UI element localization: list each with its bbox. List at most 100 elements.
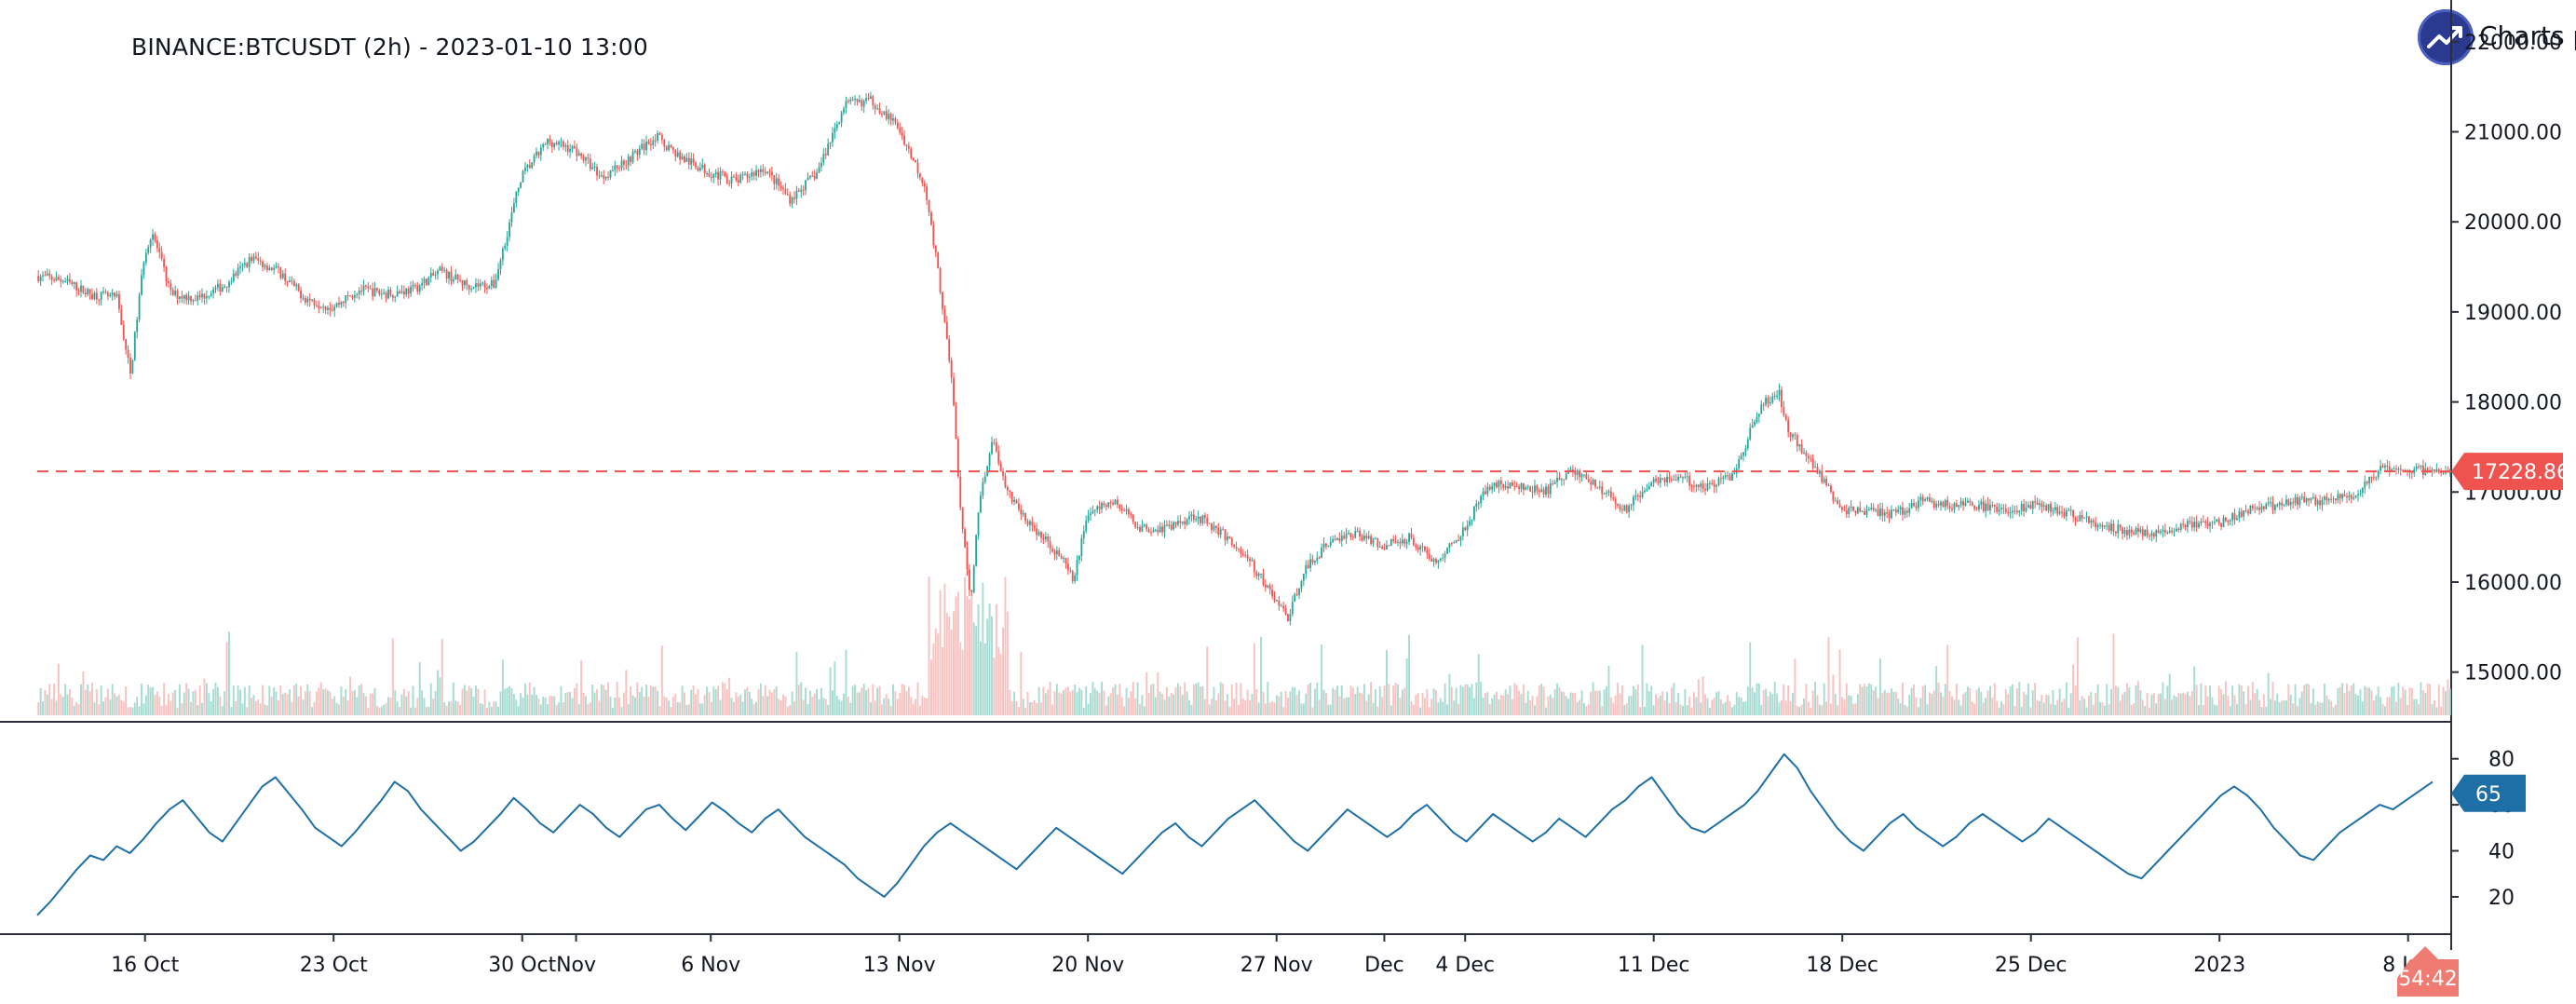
volume-bar bbox=[1374, 689, 1376, 715]
volume-bar bbox=[1211, 699, 1213, 715]
volume-bar bbox=[201, 702, 204, 715]
volume-bar bbox=[1724, 701, 1727, 715]
candle-body bbox=[1816, 467, 1819, 474]
candle-body bbox=[2287, 499, 2290, 506]
candle-body bbox=[152, 234, 154, 240]
candle-body bbox=[1499, 480, 1502, 484]
volume-bar bbox=[2000, 701, 2002, 715]
volume-bar bbox=[1036, 702, 1038, 715]
candle-body bbox=[964, 529, 967, 548]
volume-bar bbox=[302, 699, 305, 715]
volume-bar bbox=[1309, 683, 1312, 715]
candle-body bbox=[710, 176, 712, 178]
candle-body bbox=[315, 305, 318, 306]
candle-body bbox=[555, 142, 558, 144]
volume-bar bbox=[793, 700, 795, 715]
volume-bar bbox=[1935, 666, 1938, 715]
candle-body bbox=[968, 569, 970, 590]
time-axis[interactable]: 16 Oct 23 Oct 30 Oct Nov 6 Nov 13 Nov 20 Nov 27… bbox=[111, 934, 2434, 977]
volume-bar bbox=[64, 684, 67, 715]
volume-bar bbox=[273, 687, 276, 715]
candle-body bbox=[827, 143, 830, 156]
candle-body bbox=[778, 178, 780, 186]
candle-body bbox=[1628, 505, 1631, 512]
candle-body bbox=[645, 141, 647, 151]
candle-body bbox=[2303, 496, 2306, 503]
candle-body bbox=[2079, 515, 2081, 522]
volume-bar bbox=[141, 684, 142, 715]
volume-bar bbox=[109, 699, 112, 715]
rsi-axis[interactable]: 80604020 bbox=[2451, 749, 2515, 910]
volume-bar bbox=[604, 689, 607, 715]
volume-bar bbox=[156, 691, 158, 715]
candle-body bbox=[1738, 459, 1741, 468]
volume-bar bbox=[80, 684, 82, 715]
volume-bar bbox=[432, 698, 435, 715]
volume-bar bbox=[961, 650, 964, 715]
volume-bar bbox=[698, 703, 701, 715]
candle-body bbox=[1706, 483, 1709, 491]
candle-body bbox=[1332, 538, 1335, 542]
candle-body bbox=[649, 143, 652, 146]
volume-bar bbox=[2125, 683, 2128, 715]
candle-body bbox=[197, 295, 199, 301]
brand-logo[interactable] bbox=[2418, 9, 2474, 65]
candle-body bbox=[766, 171, 769, 174]
price-axis[interactable]: 22000.0021000.0020000.0019000.0018000.00… bbox=[2451, 32, 2562, 685]
candle-body bbox=[2036, 502, 2039, 506]
candle-body bbox=[822, 154, 825, 163]
volume-bar bbox=[106, 688, 109, 715]
candle-body bbox=[1271, 589, 1274, 597]
volume-bar bbox=[389, 698, 392, 715]
volume-bar bbox=[1789, 700, 1792, 715]
candle-body bbox=[376, 288, 378, 291]
volume-bar bbox=[1471, 684, 1473, 715]
candle-body bbox=[2368, 477, 2370, 484]
candle-body bbox=[2184, 524, 2187, 528]
volume-bar bbox=[1412, 704, 1415, 715]
candle-body bbox=[752, 171, 755, 176]
candle-body bbox=[275, 266, 278, 268]
candle-body bbox=[1055, 549, 1058, 555]
candle-body bbox=[2187, 521, 2189, 528]
volume-bar bbox=[910, 697, 913, 715]
candle-body bbox=[607, 176, 609, 178]
candle-body bbox=[1560, 479, 1563, 481]
volume-bar bbox=[1569, 692, 1572, 715]
candle-body bbox=[524, 167, 526, 171]
volume-bar bbox=[1742, 701, 1744, 715]
candle-body bbox=[2224, 517, 2227, 522]
candle-body bbox=[1233, 544, 1236, 548]
candle-body bbox=[685, 157, 688, 162]
volume-bar bbox=[757, 689, 760, 715]
volume-bar bbox=[1661, 691, 1664, 715]
volume-bar bbox=[1107, 696, 1110, 715]
candle-body bbox=[380, 293, 383, 295]
volume-bar bbox=[1484, 693, 1486, 715]
candle-body bbox=[1114, 499, 1117, 505]
candle-body bbox=[672, 147, 674, 151]
candle-body bbox=[1746, 439, 1749, 449]
volume-bar bbox=[1249, 699, 1251, 715]
candle-body bbox=[1486, 486, 1489, 495]
volume-bar bbox=[1060, 693, 1063, 715]
candle-body bbox=[1469, 521, 1471, 526]
candle-body bbox=[1838, 504, 1841, 508]
volume-bar bbox=[1219, 682, 1222, 715]
volume-bar bbox=[1291, 686, 1294, 715]
volume-bar bbox=[1531, 696, 1534, 715]
volume-bar bbox=[847, 696, 849, 715]
candle-body bbox=[109, 294, 112, 297]
candle-body bbox=[1944, 499, 1946, 508]
volume-bar bbox=[1859, 684, 1862, 715]
candle-body bbox=[1883, 512, 1886, 516]
volume-bar bbox=[270, 696, 273, 715]
candle-body bbox=[1695, 484, 1698, 487]
candle-body bbox=[2039, 503, 2040, 506]
volume-bar bbox=[1913, 684, 1916, 715]
candle-body bbox=[2150, 533, 2153, 536]
volume-bar bbox=[75, 701, 78, 715]
candle-body bbox=[1609, 491, 1612, 498]
candle-body bbox=[589, 158, 591, 170]
